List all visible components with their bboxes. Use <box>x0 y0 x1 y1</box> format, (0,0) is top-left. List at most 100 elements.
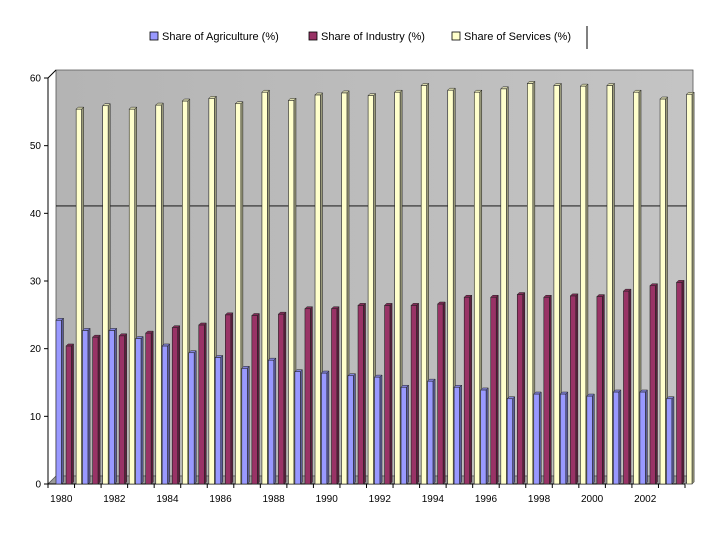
bar-front <box>613 391 620 485</box>
bar-top <box>383 303 393 306</box>
bar-front <box>161 345 168 485</box>
bar-front <box>463 296 471 485</box>
x-axis-ticks: 1980 1982 1984 1986 1988 1990 1992 1994 1996 1998… <box>47 484 686 505</box>
bar-top <box>128 106 138 110</box>
bar-top <box>400 384 410 388</box>
bar-agriculture-2000 <box>586 393 595 485</box>
bar-side <box>691 91 695 485</box>
legend-swatch-agriculture <box>149 31 159 41</box>
bar-front <box>666 398 673 485</box>
bar-top <box>277 311 287 315</box>
bar-industry-1993 <box>410 302 420 485</box>
x-tick-label: 1982 <box>103 494 126 505</box>
bar-front <box>420 85 427 485</box>
bar-side <box>97 334 101 485</box>
bar-front <box>145 332 152 485</box>
bar-top <box>526 81 536 84</box>
bar-side <box>459 384 462 485</box>
bar-side <box>193 350 197 485</box>
bar-top <box>632 89 642 93</box>
bar-front <box>102 105 109 485</box>
bar-front <box>251 315 258 485</box>
legend-item-services: Share of Services (%) <box>451 31 571 43</box>
bar-side <box>575 293 579 485</box>
bar-top <box>340 90 350 94</box>
x-tick-label: 2000 <box>581 494 604 505</box>
bar-front <box>437 303 444 485</box>
bar-industry-1992 <box>383 302 393 485</box>
bar-front <box>596 296 603 485</box>
bar-industry-1995 <box>463 294 473 485</box>
bar-front <box>427 380 434 485</box>
bar-industry-1989 <box>304 306 314 485</box>
legend-swatch-services <box>451 31 461 41</box>
bar-front <box>676 282 683 485</box>
x-tick-label: 1992 <box>369 494 392 505</box>
y-tick-label: 30 <box>30 277 42 288</box>
bar-industry-1981 <box>92 334 101 485</box>
bar-industry-1988 <box>277 311 287 485</box>
bar-front <box>586 395 593 485</box>
legend-label-services: Share of Services (%) <box>464 31 571 43</box>
bar-top <box>320 370 330 374</box>
bar-top <box>453 384 463 388</box>
bar-front <box>357 305 364 485</box>
legend-item-agriculture: Share of Agriculture (%) <box>149 31 279 43</box>
bar-front <box>374 376 381 485</box>
bar-front <box>75 108 82 485</box>
bar-top <box>622 288 632 292</box>
bar-front <box>623 290 630 485</box>
bar-top <box>330 306 340 309</box>
bar-top <box>198 322 207 326</box>
bar-front <box>480 389 487 485</box>
bar-side <box>645 389 648 485</box>
bar-top <box>294 369 303 372</box>
bar-top <box>559 391 569 395</box>
bar-side <box>336 306 340 485</box>
bar-side <box>257 312 260 485</box>
bar-front <box>288 100 295 485</box>
bar-front <box>516 294 524 485</box>
bar-front <box>553 85 560 485</box>
bar-industry-1987 <box>251 312 260 485</box>
legend-label-industry: Share of Industry (%) <box>321 31 425 43</box>
bar-top <box>214 355 224 358</box>
y-tick-label: 0 <box>35 480 41 491</box>
bar-front <box>214 357 222 485</box>
bar-side <box>220 354 223 485</box>
bar-front <box>367 95 374 485</box>
bar-top <box>171 325 181 328</box>
bar-top <box>135 336 144 339</box>
bar-side <box>310 306 313 485</box>
bar-side <box>549 294 552 485</box>
bar-agriculture-1990 <box>320 370 330 485</box>
bar-top <box>420 83 430 86</box>
bar-front <box>453 386 460 485</box>
x-tick-label: 1990 <box>316 494 339 505</box>
bar-side <box>681 279 685 485</box>
bar-top <box>639 389 649 393</box>
y-tick-label: 40 <box>30 209 42 220</box>
bar-front <box>410 305 417 485</box>
bar-front <box>171 327 179 485</box>
bar-top <box>394 89 403 93</box>
bar-side <box>416 302 419 485</box>
bar-front <box>570 295 577 485</box>
bar-side <box>326 370 330 485</box>
bar-agriculture-1996 <box>480 387 489 485</box>
bar-agriculture-1987 <box>241 365 250 485</box>
bar-industry-1994 <box>437 301 446 485</box>
bar-front <box>384 305 391 485</box>
bar-side <box>61 317 64 485</box>
bar-side <box>204 322 207 485</box>
bar-side <box>592 393 595 485</box>
bar-top <box>92 334 101 338</box>
bar-industry-2001 <box>622 288 632 485</box>
bar-top <box>686 91 695 95</box>
bar-top <box>649 283 659 286</box>
bar-top <box>586 393 595 397</box>
bar-agriculture-1997 <box>506 396 516 485</box>
bar-top <box>241 366 250 369</box>
bar-front <box>108 330 115 485</box>
legend-label-agriculture: Share of Agriculture (%) <box>162 31 279 43</box>
